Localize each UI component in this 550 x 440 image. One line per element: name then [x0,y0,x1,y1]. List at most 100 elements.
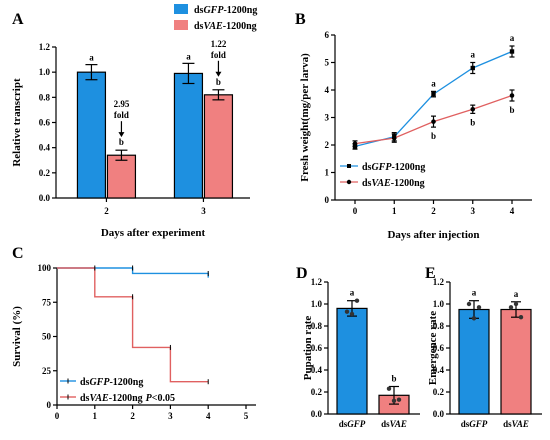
panel-c-legend-label-suffix: -1200ng [109,377,143,388]
panel-d-data-point [386,386,392,391]
panel-b-point-marker [391,135,397,141]
panel-d-y-axis-title: Pupation rate [302,316,314,381]
panel-a-fold-word: fold [211,50,226,60]
panel-a-significance-letter: a [89,53,94,63]
panel-a-bar [203,94,234,199]
panel-a-significance-letter: a [186,51,191,61]
panel-e-data-point [466,301,472,307]
panel-a-y-tick-label: 1.2 [39,42,51,52]
panel-a-y-tick-label: 0.8 [39,92,51,102]
panel-c-y-tick-label: 75 [42,297,52,307]
panel-b-legend-label-prefix: ds [362,162,372,173]
panel-b-significance-letter: a [510,33,515,43]
panel-d-x-tick-label: dsVAE [381,419,407,429]
panel-a-x-axis-title: Days after experiment [101,227,206,239]
panel-a-bar [173,72,204,199]
panel-b-point-marker [352,141,358,146]
panel-b-significance-letter: a [471,50,476,60]
panel-e-y-tick-label: 0.8 [433,321,445,331]
panel-d-y-tick-label: 0.2 [311,387,323,397]
panel-b-y-tick-label: 0 [325,195,330,205]
panel-label-c: C [12,245,24,262]
panel-d-significance-letter: a [350,288,355,298]
panel-b-y-tick-label: 2 [325,140,330,150]
panel-d-y-tick-label: 0.6 [311,343,323,353]
panel-a-legend-label-gene: VAE [203,21,223,32]
panel-e-y-tick-label: 1.0 [433,299,445,309]
panel-b-significance-letter: b [470,117,475,127]
panel-d-y-tick-label: 1.2 [311,277,323,287]
panel-a-x-tick-label: 3 [201,206,206,216]
panel-e: E0.00.20.40.60.81.01.2adsGFPadsVAEEmerge… [425,265,542,429]
panel-d-y-tick-label: 1.0 [311,299,323,309]
panel-a-legend-label-prefix: ds [194,5,204,16]
panel-d: D0.00.20.40.60.81.01.2adsGFPbdsVAEPupati… [296,265,420,429]
panel-c-legend-label-prefix: ds [80,377,90,388]
panel-e-data-point [471,316,477,321]
panel-c-legend-label-prefix: ds [80,393,90,404]
panel-d-x-tick-label-prefix: ds [381,419,390,429]
panel-a-significance-letter: b [216,77,221,87]
panel-e-data-point [513,301,519,307]
panel-d-x-tick-label: dsGFP [339,419,366,429]
panel-label-e: E [425,265,436,282]
panel-b-x-tick-label: 2 [431,206,436,216]
panel-c-x-tick-label: 2 [130,411,135,421]
panel-b-x-tick-label: 1 [392,206,397,216]
panel-a-bar [76,71,107,199]
panel-d-x-tick-label-gene: GFP [347,419,366,429]
panel-d-data-point [396,397,402,402]
panel-e-data-point [476,305,482,310]
panel-a-y-axis-title: Relative transcript [11,78,23,167]
panel-d-y-tick-label: 0.8 [311,321,323,331]
panel-d-y-tick-label: 0.0 [311,409,323,419]
panel-e-data-point [518,315,524,320]
panel-e-x-tick-label-prefix: ds [503,419,512,429]
panel-c-x-tick-label: 0 [55,411,60,421]
panel-b-x-tick-label: 3 [471,206,476,216]
panel-label-d: D [296,265,308,282]
panel-a-y-tick-label: 1.0 [39,67,51,77]
panel-e-x-tick-label-gene: GFP [469,419,488,429]
panel-a-fold-value: 2.95 [114,99,130,109]
panel-e-x-tick-label-gene: VAE [512,419,529,429]
panel-e-data-point [508,305,514,310]
panel-b-legend-label: dsVAE-1200ng [362,178,425,189]
panel-b-point-marker [470,106,476,112]
panel-d-data-point [354,298,360,303]
panel-e-x-tick-label-prefix: ds [461,419,470,429]
panel-a-legend-label-suffix: -1200ng [223,21,257,32]
panel-e-significance-letter: a [472,288,477,298]
panel-e-bar [458,308,490,415]
panel-b-significance-letter: b [509,105,514,115]
panel-b-legend-label-suffix: -1200ng [391,178,425,189]
panel-e-bar [500,308,532,415]
panel-d-x-tick-label-gene: VAE [390,419,407,429]
panel-d-data-point [349,311,355,317]
panel-d-data-point [391,398,397,403]
panel-b-point-marker [431,119,436,124]
panel-c-survival-line [57,267,209,383]
panel-c-legend-label: dsGFP-1200ng [80,377,143,388]
panel-e-significance-letter: a [514,289,519,299]
panel-d-significance-letter: b [391,374,396,384]
panel-b-x-axis-title: Days after injection [387,229,479,241]
panel-c-legend-label: dsVAE-1200ng P<0.05 [80,393,175,404]
panel-a: A0.00.20.40.60.81.01.22ab2.95fold3ab1.22… [11,4,257,239]
panel-a-fold-value: 1.22 [211,39,227,49]
panel-b-legend-label-gene: GFP [371,162,392,173]
panel-b-x-tick-label: 4 [510,206,515,216]
panel-b-significance-letter: b [431,131,436,141]
panel-a-y-tick-label: 0.0 [39,193,51,203]
panel-b-point-marker [431,91,436,97]
panel-a-legend-label-prefix: ds [194,21,204,32]
panel-e-y-tick-label: 0.4 [433,365,445,375]
panel-b-y-axis-title: Fresh weight(mg/per larva) [299,53,311,182]
panel-a-y-tick-label: 0.4 [39,143,51,153]
panel-d-bar [336,307,368,415]
panel-c-x-tick-label: 5 [244,411,249,421]
panel-a-arrow-head [215,71,222,77]
